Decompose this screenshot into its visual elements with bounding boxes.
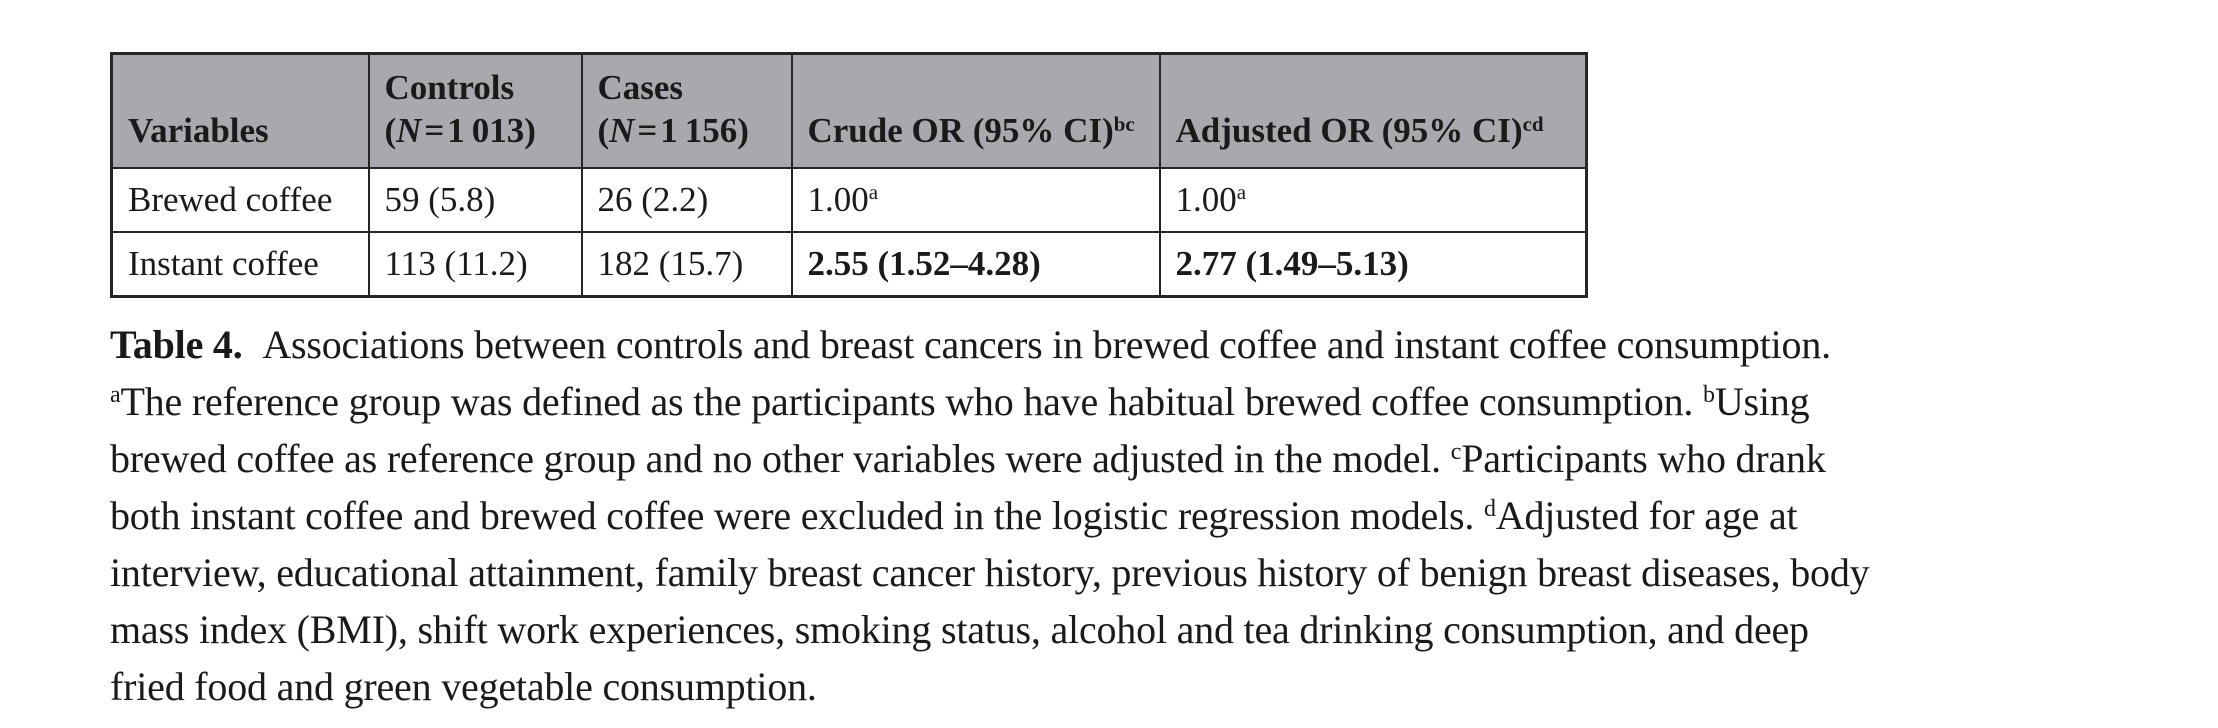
- caption-line-3: brewed coffee as reference group and no …: [110, 436, 1826, 481]
- cell-variable: Brewed coffee: [110, 167, 370, 233]
- cell-variable: Instant coffee: [110, 231, 370, 298]
- caption-line-7: fried food and green vegetable consumpti…: [110, 664, 817, 709]
- header-cases: Cases (N = 1 156): [580, 52, 793, 169]
- caption-line-1: Table 4. Associations between controls a…: [110, 322, 1831, 367]
- header-controls: Controls (N = 1 013): [367, 52, 583, 169]
- cell-controls: 113 (11.2): [367, 231, 583, 298]
- cell-adjusted-or: 1.00a: [1158, 167, 1588, 233]
- cell-cases: 182 (15.7): [580, 231, 793, 298]
- table-caption: Table 4. Associations between controls a…: [110, 316, 2195, 715]
- cell-cases: 26 (2.2): [580, 167, 793, 233]
- table-row-brewed-coffee: Brewed coffee 59 (5.8) 26 (2.2) 1.00a 1.…: [110, 167, 1588, 233]
- caption-line-4: both instant coffee and brewed coffee we…: [110, 493, 1798, 538]
- caption-line-2: aThe reference group was defined as the …: [110, 379, 1810, 424]
- table-row-instant-coffee: Instant coffee 113 (11.2) 182 (15.7) 2.5…: [110, 231, 1588, 298]
- cell-crude-or: 1.00a: [790, 167, 1161, 233]
- caption-line-6: mass index (BMI), shift work experiences…: [110, 607, 1809, 652]
- header-crude-or: Crude OR (95% CI)bc: [790, 52, 1161, 169]
- header-adjusted-or: Adjusted OR (95% CI)cd: [1158, 52, 1588, 169]
- results-table: Variables Controls (N = 1 013) Cases (N = …: [110, 52, 1588, 298]
- cell-controls: 59 (5.8): [367, 167, 583, 233]
- caption-line-5: interview, educational attainment, famil…: [110, 550, 1870, 595]
- cell-adjusted-or: 2.77 (1.49–5.13): [1158, 231, 1588, 298]
- cell-crude-or: 2.55 (1.52–4.28): [790, 231, 1161, 298]
- table-header-row: Variables Controls (N = 1 013) Cases (N = …: [110, 52, 1588, 169]
- header-variables: Variables: [110, 52, 370, 169]
